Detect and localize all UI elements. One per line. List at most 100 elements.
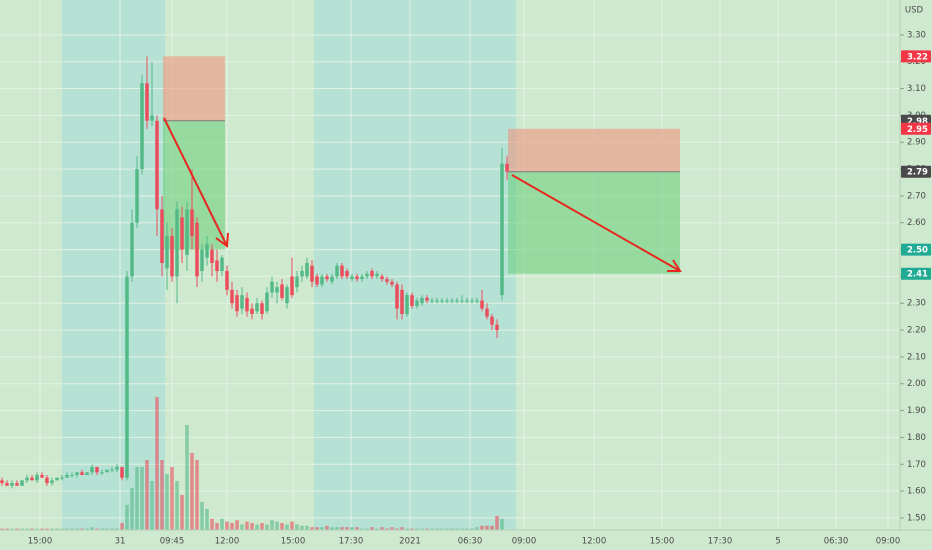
x-tick-label: 5 <box>775 537 780 547</box>
volume-bar <box>115 528 119 530</box>
candle-body <box>340 265 344 277</box>
volume-bar <box>175 481 179 530</box>
volume-bar <box>405 528 409 530</box>
volume-bar <box>80 528 84 530</box>
x-tick-label: 06:30 <box>458 537 483 547</box>
candle-body <box>120 466 124 478</box>
volume-bar <box>75 528 79 530</box>
candle-body <box>200 249 204 272</box>
volume-bar <box>415 528 419 530</box>
volume-bar <box>345 527 349 530</box>
currency-label: USD <box>905 6 924 16</box>
candle-body <box>380 276 384 280</box>
candle-body <box>435 300 439 302</box>
candle-body <box>395 284 399 309</box>
candle-body <box>250 308 254 314</box>
candle-body <box>465 300 469 302</box>
candle-body <box>110 469 114 471</box>
volume-bar <box>355 527 359 530</box>
session-band <box>62 0 165 530</box>
volume-bar <box>275 521 279 530</box>
candle-body <box>5 483 9 486</box>
price-badge <box>901 165 931 178</box>
candle-body <box>355 276 359 280</box>
x-tick-label: 15:00 <box>650 537 675 547</box>
candle-body <box>475 300 479 302</box>
x-tick-label: 09:00 <box>876 537 901 547</box>
volume-bar <box>200 502 204 530</box>
volume-bar <box>180 495 184 530</box>
candle-body <box>30 477 34 481</box>
candle-body <box>90 466 94 473</box>
volume-bar <box>20 528 24 530</box>
candle-body <box>225 271 229 290</box>
candle-body <box>390 281 394 285</box>
volume-bar <box>135 467 139 530</box>
volume-bar <box>225 521 229 530</box>
y-tick-label: 2.70 <box>907 191 926 201</box>
candle-body <box>0 480 4 484</box>
x-tick-label: 17:30 <box>339 537 364 547</box>
volume-bar <box>350 527 354 530</box>
candle-body <box>175 209 179 277</box>
volume-bar <box>315 527 319 530</box>
candle-body <box>285 287 289 304</box>
candle-body <box>95 466 99 473</box>
volume-bar <box>95 528 99 530</box>
candle-body <box>345 271 349 277</box>
candle-body <box>495 324 499 331</box>
volume-bar <box>295 524 299 530</box>
candle-body <box>305 262 309 277</box>
volume-bar <box>380 527 384 530</box>
candle-body <box>130 222 134 277</box>
volume-bar <box>375 528 379 530</box>
volume-bar <box>215 523 219 530</box>
volume-bar <box>250 523 254 530</box>
x-tick-label: 2021 <box>399 537 421 547</box>
candle-body <box>240 295 244 309</box>
candle-body <box>255 303 259 312</box>
y-tick-label: 2.90 <box>907 138 926 148</box>
candle-body <box>480 300 484 309</box>
volume-bar <box>165 474 169 530</box>
candle-body <box>20 480 24 486</box>
candle-body <box>70 474 74 476</box>
x-tick-label: 09:00 <box>512 537 537 547</box>
volume-bar <box>85 528 89 530</box>
candle-body <box>505 163 509 172</box>
volume-bar <box>450 528 454 530</box>
volume-bar <box>65 528 69 530</box>
candle-body <box>290 276 294 296</box>
volume-bar <box>30 528 34 530</box>
volume-bar <box>205 509 209 530</box>
volume-bar <box>55 528 59 530</box>
price-badge-label: 2.98 <box>907 117 928 127</box>
price-badge-label: 2.95 <box>907 125 928 135</box>
volume-bar <box>25 528 29 530</box>
volume-bar <box>305 525 309 530</box>
volume-bar <box>15 528 19 530</box>
volume-bar <box>340 527 344 530</box>
candle-body <box>320 276 324 285</box>
y-tick-label: 1.90 <box>907 406 926 416</box>
volume-bar <box>10 528 14 530</box>
volume-bar <box>235 520 239 530</box>
y-tick-label: 2.30 <box>907 299 926 309</box>
candle-body <box>15 483 19 486</box>
candle-body <box>365 273 369 277</box>
candle-body <box>295 276 299 288</box>
candle-body <box>100 472 104 474</box>
volume-bar <box>195 460 199 530</box>
candle-body <box>430 300 434 302</box>
candle-body <box>260 303 264 314</box>
volume-bar <box>155 397 159 530</box>
stop-zone <box>163 56 225 121</box>
candle-body <box>145 83 149 121</box>
candle-body <box>485 308 489 317</box>
x-tick-label: 12:00 <box>215 537 240 547</box>
candle-body <box>385 279 389 282</box>
candle-body <box>470 300 474 302</box>
session-band <box>314 0 516 530</box>
arrows <box>163 117 682 272</box>
